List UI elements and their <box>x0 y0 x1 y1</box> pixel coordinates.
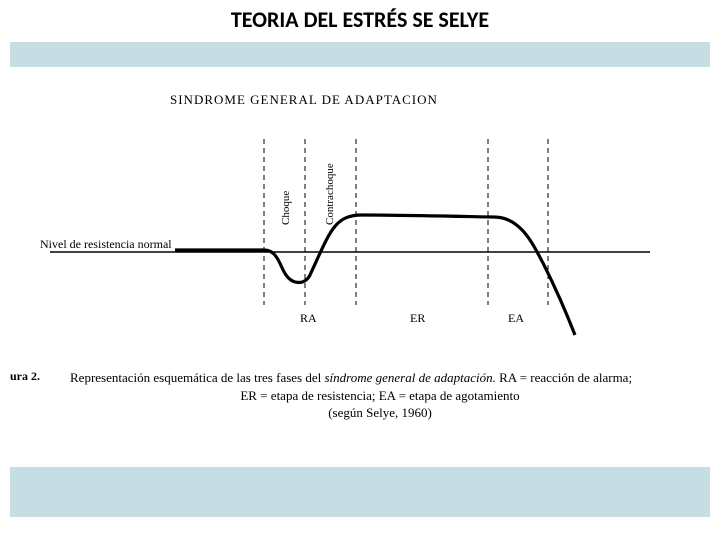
phase-ra: RA <box>300 311 317 326</box>
page-title: TEORIA DEL ESTRÉS SE SELYE <box>0 0 720 33</box>
gas-curve-plot <box>10 67 710 347</box>
caption-1c: RA = reacción de alarma; <box>496 370 632 385</box>
caption-line-3: (según Selye, 1960) <box>60 404 700 422</box>
figure-panel: SINDROME GENERAL DE ADAPTACION Nivel de … <box>10 67 710 467</box>
outer-frame: SINDROME GENERAL DE ADAPTACION Nivel de … <box>10 42 710 517</box>
slide: TEORIA DEL ESTRÉS SE SELYE SINDROME GENE… <box>0 0 720 540</box>
baseline-label: Nivel de resistencia normal <box>40 237 172 252</box>
phase-ea: EA <box>508 311 524 326</box>
caption: Representación esquemática de las tres f… <box>60 369 700 422</box>
label-choque: Choque <box>280 191 292 225</box>
caption-1b: síndrome general de adaptación. <box>324 370 495 385</box>
caption-line-1: Representación esquemática de las tres f… <box>60 369 700 387</box>
caption-line-2: ER = etapa de resistencia; EA = etapa de… <box>60 387 700 405</box>
figure-label: ura 2. <box>10 369 40 384</box>
phase-er: ER <box>410 311 425 326</box>
caption-1a: Representación esquemática de las tres f… <box>70 370 324 385</box>
label-contrachoque: Contrachoque <box>324 163 336 225</box>
